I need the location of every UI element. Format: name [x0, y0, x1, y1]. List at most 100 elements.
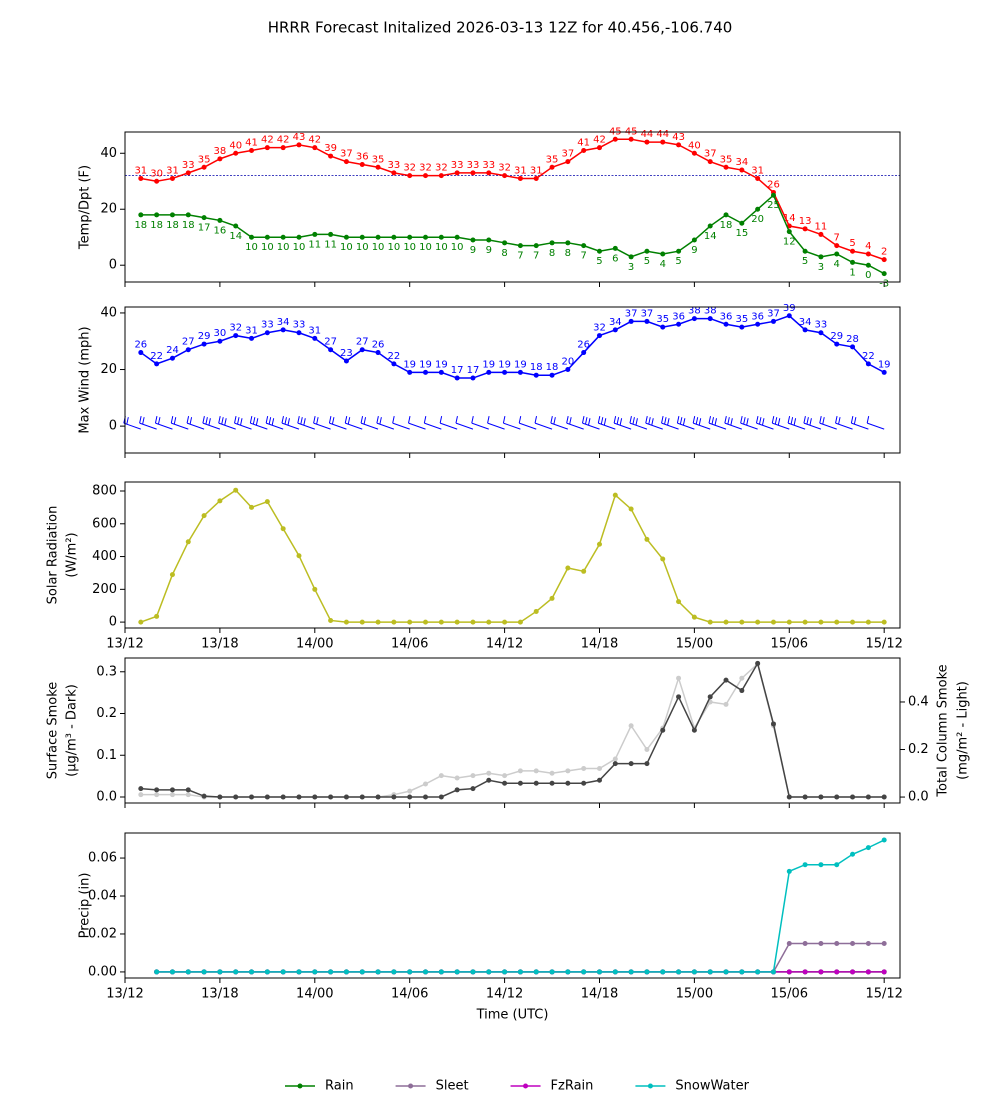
wind-barb-flag — [487, 416, 490, 424]
point — [423, 369, 429, 375]
wind-barb-flag — [648, 417, 651, 425]
data-label: 43 — [293, 132, 306, 143]
y2-axis-label: Total Column Smoke — [936, 664, 951, 797]
point — [470, 786, 476, 792]
point — [533, 175, 539, 181]
point — [454, 787, 460, 793]
data-label: 37 — [625, 308, 638, 319]
point — [644, 248, 650, 254]
wind-barb-flag — [822, 417, 825, 425]
point — [565, 565, 571, 571]
x-tick-label: 15/12 — [865, 637, 902, 652]
wind-barb-flag — [746, 418, 749, 426]
y-tick-label: 0.4 — [908, 694, 929, 709]
point — [834, 619, 840, 625]
data-label: 42 — [261, 135, 274, 146]
wind-barb — [471, 422, 489, 430]
wind-barb-flag — [518, 416, 522, 424]
wind-barb — [519, 422, 537, 430]
point — [549, 969, 555, 975]
point — [549, 372, 555, 378]
data-label: 44 — [656, 129, 669, 140]
point — [470, 237, 476, 243]
legend-marker — [408, 1083, 414, 1089]
data-label: 33 — [451, 160, 464, 171]
data-label: 10 — [261, 242, 274, 253]
y-axis-label: (μg/m³ - Dark) — [65, 684, 80, 777]
wind-barb-flag — [379, 417, 382, 425]
point — [723, 212, 729, 218]
point — [328, 153, 334, 159]
data-label: 2 — [881, 247, 887, 258]
point — [881, 619, 887, 625]
point — [154, 361, 160, 367]
point — [438, 173, 444, 179]
point — [865, 969, 871, 975]
point — [454, 619, 460, 625]
point — [676, 321, 682, 327]
wind-barb-flag — [803, 416, 806, 424]
wind-barb-flag — [835, 416, 838, 424]
point — [596, 969, 602, 975]
point — [739, 619, 745, 625]
data-label: 35 — [720, 154, 733, 165]
data-label: 9 — [470, 245, 476, 256]
point — [391, 361, 397, 367]
wind-barb-flag — [249, 416, 253, 424]
data-label: 8 — [549, 248, 555, 259]
data-label: 18 — [150, 220, 163, 231]
wind-barb-flag — [787, 416, 791, 424]
point — [723, 321, 729, 327]
data-label: 14 — [783, 213, 796, 224]
point — [881, 940, 887, 946]
wind-barb-flag — [300, 417, 303, 425]
point — [881, 969, 887, 975]
point — [707, 694, 713, 700]
point — [312, 145, 318, 151]
point — [612, 327, 618, 333]
point — [739, 675, 745, 681]
point — [233, 150, 239, 156]
y-tick-label: 0.3 — [96, 664, 117, 679]
point — [375, 234, 381, 240]
wind-barb-flag — [806, 417, 809, 425]
data-label: 7 — [834, 233, 840, 244]
point — [802, 619, 808, 625]
point — [865, 940, 871, 946]
data-label: 33 — [815, 320, 828, 331]
wind-barb-flag — [695, 417, 699, 425]
data-label: 10 — [451, 242, 464, 253]
point — [138, 792, 144, 798]
point — [233, 333, 239, 339]
data-label: 27 — [356, 337, 369, 348]
data-label: 22 — [862, 351, 875, 362]
point — [881, 837, 887, 843]
data-label: 26 — [134, 340, 147, 351]
data-label: 10 — [435, 242, 448, 253]
wind-barb-flag — [758, 417, 762, 425]
data-label: 5 — [596, 256, 602, 267]
point — [154, 212, 160, 218]
wind-barb-flag — [619, 418, 623, 426]
point — [233, 487, 239, 493]
data-label: 31 — [514, 165, 527, 176]
point — [802, 248, 808, 254]
data-label: 32 — [403, 163, 416, 174]
point — [454, 234, 460, 240]
y-tick-label: 40 — [100, 305, 117, 320]
data-label: 5 — [675, 256, 681, 267]
point — [280, 526, 286, 532]
data-label: 16 — [214, 225, 227, 236]
data-label: 35 — [198, 154, 211, 165]
point — [502, 780, 508, 786]
data-label: 31 — [245, 325, 258, 336]
point — [138, 350, 144, 356]
wind-barb-flag — [186, 416, 190, 424]
point — [723, 677, 729, 683]
point — [169, 969, 175, 975]
data-label: 27 — [324, 337, 337, 348]
point — [628, 723, 634, 729]
data-label: 30 — [214, 328, 227, 339]
wind-barb-flag — [534, 416, 538, 424]
point — [581, 766, 587, 772]
